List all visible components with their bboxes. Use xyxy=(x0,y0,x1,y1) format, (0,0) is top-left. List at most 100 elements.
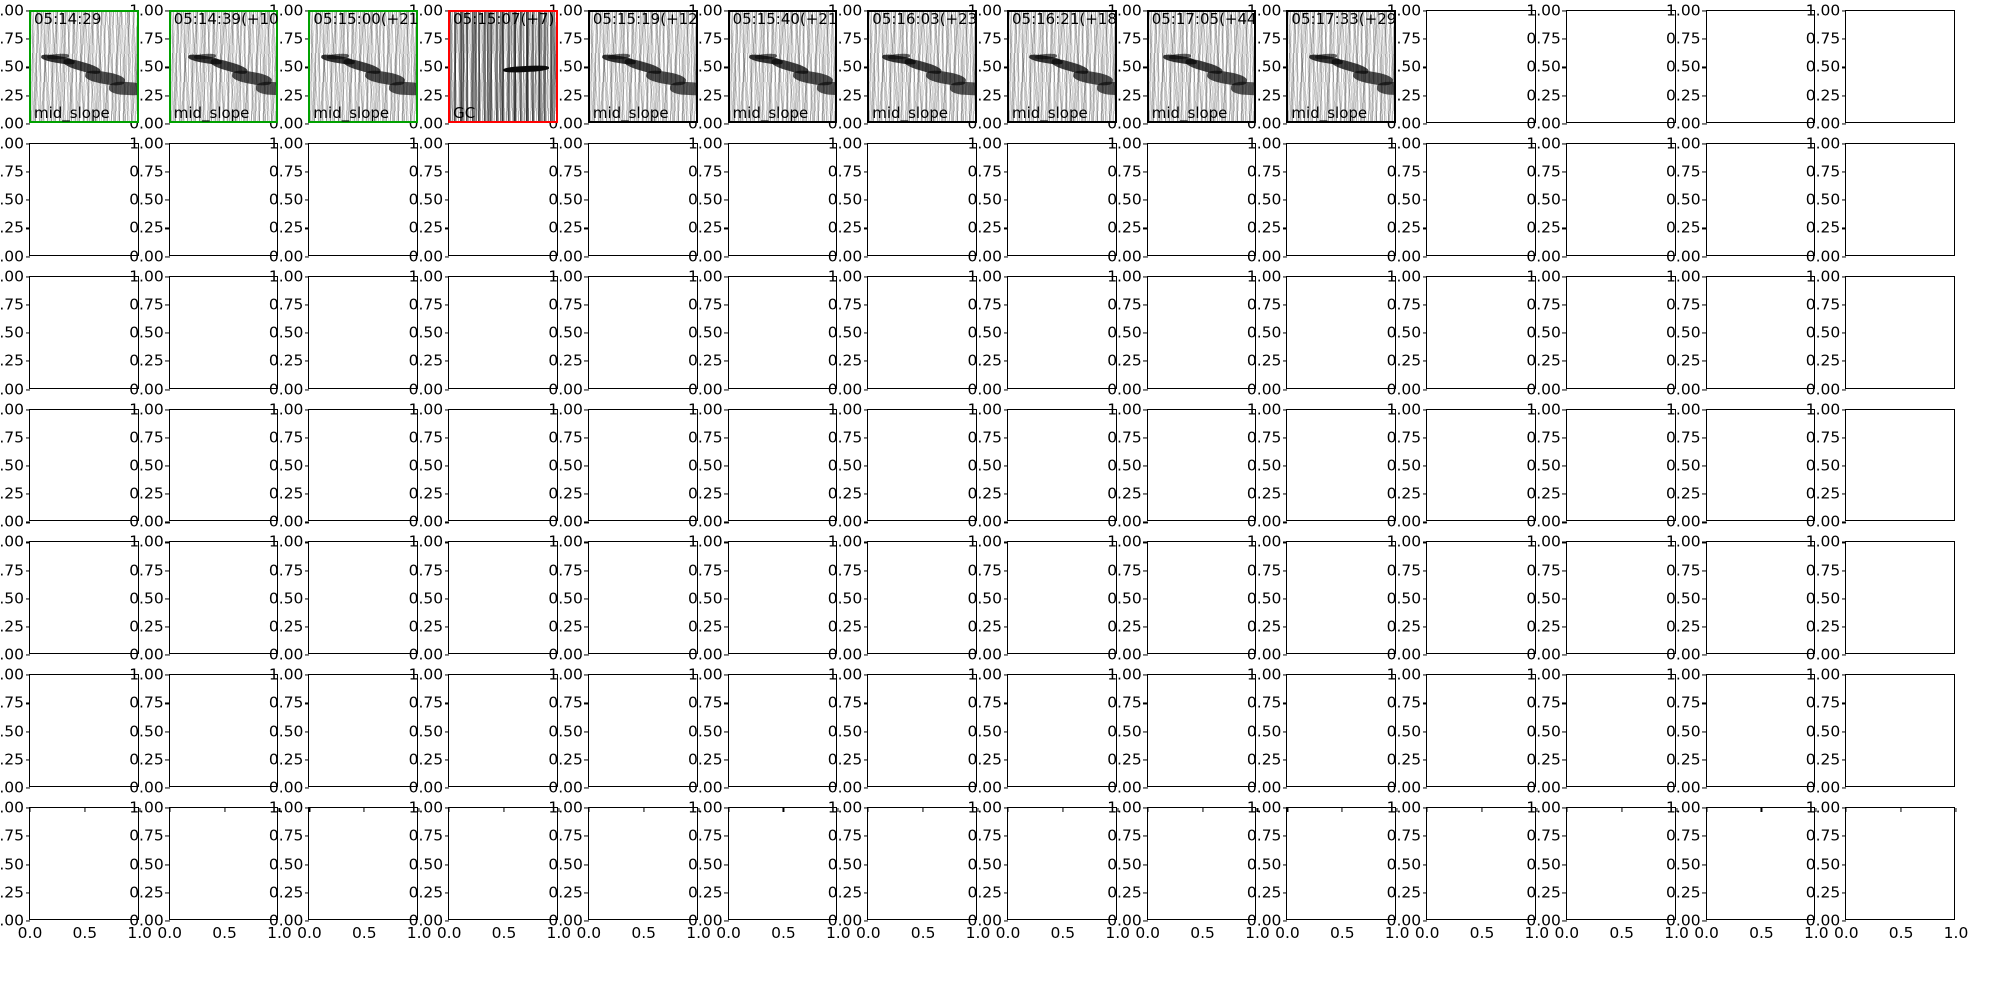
y-tick-label: 0.25 xyxy=(1666,750,1701,769)
y-tick-label: 0.50 xyxy=(0,190,24,209)
y-tick-mark xyxy=(1422,360,1428,362)
x-tick-label: 1.0 xyxy=(1245,923,1270,942)
y-tick-label: 0.75 xyxy=(688,295,723,314)
x-tick-mark xyxy=(363,807,365,813)
y-tick-label: 0.25 xyxy=(0,484,24,503)
y-tick-mark xyxy=(444,360,450,362)
y-tick-mark xyxy=(1841,759,1847,761)
y-tick-label: 0.50 xyxy=(1526,721,1561,740)
subplot-axes-r1-c7: 1.00 0.75 0.50 0.25 0.00 xyxy=(967,136,1117,263)
y-tick-label: 1.00 xyxy=(967,532,1002,551)
spectrogram-tile-0[interactable]: 05:14:29 mid_slope xyxy=(29,10,139,123)
spectrogram-tile-4[interactable]: 05:15:19(+12) mid_slope xyxy=(587,10,698,123)
y-tick-mark xyxy=(1562,66,1567,68)
y-tick-mark xyxy=(724,38,729,40)
y-tick-mark xyxy=(1702,199,1707,201)
y-tick-label: 1.00 xyxy=(688,134,723,153)
y-tick-mark xyxy=(444,38,450,40)
y-tick-label: 0.25 xyxy=(967,617,1002,636)
y-tick-label: 0.75 xyxy=(1246,162,1282,181)
y-tick-mark xyxy=(1143,409,1148,411)
y-tick-label: 0.25 xyxy=(1386,351,1422,370)
y-tick-mark xyxy=(1562,95,1567,97)
y-tick-label: 0.00 xyxy=(408,379,444,398)
y-tick-mark xyxy=(863,409,869,411)
y-tick-mark xyxy=(1422,892,1428,894)
y-tick-mark xyxy=(165,493,170,495)
y-tick-mark xyxy=(1422,864,1428,866)
y-tick-label: 0.25 xyxy=(0,85,24,104)
spectrogram-image xyxy=(1007,10,1117,123)
y-tick-label: 1.00 xyxy=(967,266,1002,285)
y-tick-label: 0.25 xyxy=(967,883,1002,902)
spectrogram-tile-1[interactable]: 05:14:39(+10) mid_slope xyxy=(168,10,279,123)
y-tick-mark xyxy=(304,626,310,628)
y-tick-label: 0.50 xyxy=(1526,190,1561,209)
y-tick-mark xyxy=(724,227,729,230)
subplot-axes-r5-c3: 1.00 0.75 0.50 0.25 0.00 xyxy=(409,667,558,795)
y-tick-label: 1.00 xyxy=(1526,665,1561,684)
y-tick-label: 1.00 xyxy=(0,399,24,418)
y-tick-mark xyxy=(444,835,450,837)
spectrogram-tile-8[interactable]: 05:17:05(+44) mid_slope xyxy=(1146,10,1257,123)
x-tick-label: 1.0 xyxy=(1384,923,1410,942)
y-tick-mark xyxy=(1422,920,1428,922)
y-tick-mark xyxy=(1282,654,1288,656)
y-tick-label: 0.75 xyxy=(1107,295,1142,314)
x-tick-mark xyxy=(1147,807,1149,813)
y-tick-mark xyxy=(1422,674,1428,676)
y-tick-mark xyxy=(304,256,310,258)
y-tick-label: 0.50 xyxy=(1386,323,1422,342)
subplot-axes-r6-c8: 1.00 0.75 0.50 0.25 0.00 0.0 0.5 1.0 xyxy=(1107,800,1270,941)
y-tick-label: 0.00 xyxy=(1246,512,1282,531)
spectrogram-tile-2[interactable]: 05:15:00(+21) mid_slope xyxy=(308,10,419,123)
y-tick-mark xyxy=(1841,256,1847,258)
y-tick-mark xyxy=(1841,389,1847,391)
y-tick-label: 0.50 xyxy=(1386,721,1422,740)
y-tick-label: 0.00 xyxy=(1526,778,1561,797)
y-tick-label: 1.00 xyxy=(1526,266,1561,285)
y-tick-label: 0.75 xyxy=(688,560,723,579)
y-tick-mark xyxy=(25,171,30,173)
spectrogram-tile-6[interactable]: 05:16:03(+23) mid_slope xyxy=(867,10,977,123)
y-tick-mark xyxy=(1841,437,1847,439)
y-tick-label: 1.00 xyxy=(827,532,863,551)
y-tick-mark xyxy=(1282,304,1288,306)
y-tick-mark xyxy=(724,864,729,866)
spectrogram-image xyxy=(587,10,698,123)
spectrogram-tile-7[interactable]: 05:16:21(+18) mid_slope xyxy=(1007,10,1117,123)
subplot-axes-r5-c6: 1.00 0.75 0.50 0.25 0.00 xyxy=(828,667,977,795)
y-tick-label: 0.25 xyxy=(1386,617,1422,636)
x-tick-label: 0.5 xyxy=(351,923,377,942)
y-tick-mark xyxy=(724,276,729,278)
y-tick-mark xyxy=(1422,66,1428,68)
y-tick-label: 0.00 xyxy=(967,645,1002,664)
y-tick-label: 0.25 xyxy=(1386,750,1422,769)
y-tick-label: 0.50 xyxy=(1805,854,1841,873)
y-tick-mark xyxy=(304,38,310,40)
y-tick-mark xyxy=(1282,95,1288,97)
y-tick-label: 1.00 xyxy=(1246,399,1282,418)
y-tick-mark xyxy=(1841,66,1847,68)
y-tick-mark xyxy=(584,521,589,523)
y-tick-mark xyxy=(165,759,170,761)
y-tick-mark xyxy=(863,123,869,125)
x-tick-label: 0.0 xyxy=(576,923,602,942)
y-tick-mark xyxy=(165,807,170,809)
spectrogram-tile-3[interactable]: 05:15:07(+7) GC xyxy=(448,10,558,123)
y-tick-label: 0.75 xyxy=(408,428,444,447)
y-tick-mark xyxy=(444,389,450,391)
y-tick-mark xyxy=(1143,541,1148,543)
y-tick-label: 0.00 xyxy=(268,645,304,664)
spectrogram-tile-9[interactable]: 05:17:33(+29) mid_slope xyxy=(1286,10,1397,123)
spectrogram-image xyxy=(168,10,279,123)
y-tick-label: 0.75 xyxy=(967,428,1002,447)
y-tick-mark xyxy=(1562,389,1567,391)
y-tick-label: 0.50 xyxy=(129,589,164,608)
y-tick-mark xyxy=(25,731,30,733)
y-tick-label: 0.50 xyxy=(548,323,583,342)
y-tick-label: 0.50 xyxy=(1805,721,1841,740)
spectrogram-tile-5[interactable]: 05:15:40(+21) mid_slope xyxy=(727,10,838,123)
y-tick-mark xyxy=(304,541,310,543)
y-tick-label: 0.25 xyxy=(129,351,164,370)
